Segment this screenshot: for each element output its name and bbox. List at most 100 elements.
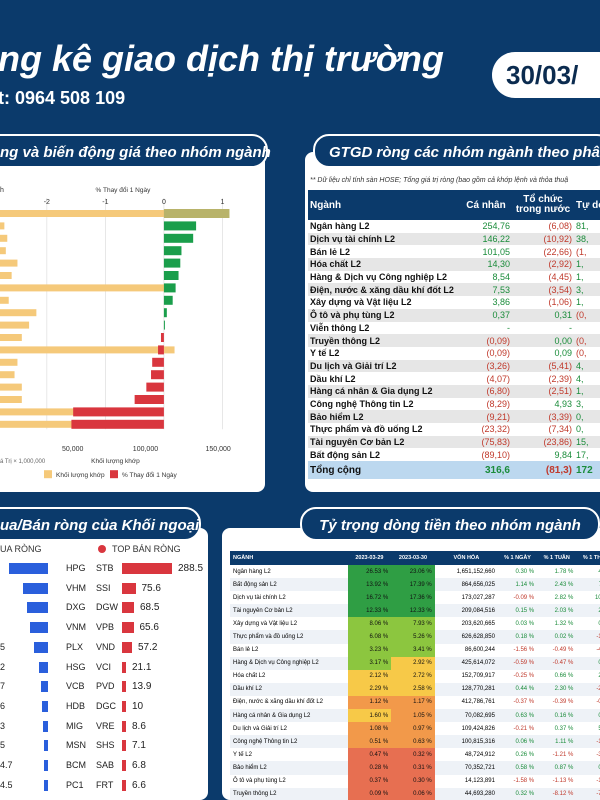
weight-sector-name: Tài nguyên Cơ bản L2 xyxy=(233,607,293,614)
weight-value: -8.12 % xyxy=(552,791,574,798)
flow-row: Bất động sản L2 (89,10) 9,84 17, xyxy=(308,448,600,462)
flow-row: Y tế L2 (0,09) 0,09 (0, xyxy=(308,346,600,360)
buy-value: 3 xyxy=(0,720,6,731)
weight-col-d1: 2023-03-29 xyxy=(347,551,392,565)
flow-total-label: Tổng cộng xyxy=(310,464,362,476)
sell-bar xyxy=(122,720,126,732)
buy-value: 2 xyxy=(0,661,6,672)
flow-row: Hàng cá nhân & Gia dụng L2 (6,80) (2,51) 1, xyxy=(308,384,600,398)
pct-change-bar xyxy=(163,258,181,268)
weight-value: 0.66 % xyxy=(554,673,574,680)
flow-value: (2,39) xyxy=(548,373,572,384)
sector-weight-card: NGÀNH 2023-03-29 2023-03-30 VỐN HÓA % 1 … xyxy=(222,528,600,800)
flow-value: 17, xyxy=(576,449,589,460)
weight-value: 26.53 % xyxy=(347,565,392,579)
flow-col-sector: Ngành xyxy=(308,190,460,220)
weight-value: 0.37 % xyxy=(347,774,392,788)
net-flow-table: Ngành Cá nhân Tổ chức trong nước Tự doa … xyxy=(308,190,600,480)
weight-value: 0.32 % xyxy=(515,791,535,798)
weight-row: Thực phẩm và đồ uống L2 6.08 % 5.26 % 626,6… xyxy=(230,630,600,644)
sell-ticker: SHS xyxy=(96,740,115,751)
flow-sector-name: Dầu khí L2 xyxy=(310,373,356,384)
weight-value: 14,123,891 xyxy=(464,778,495,785)
flow-row: Bảo hiểm L2 (9,21) (3,39) 0, xyxy=(308,410,600,423)
sell-value: 8.6 xyxy=(132,720,146,732)
flow-value: 146,22 xyxy=(482,234,510,245)
weight-table-body: Ngân hàng L2 26.53 % 23.06 % 1,651,152,660 0… xyxy=(230,565,600,800)
sell-ticker: FRT xyxy=(96,779,114,790)
weight-col-d2: 2023-03-30 xyxy=(391,551,435,565)
pct-change-bar xyxy=(152,357,164,367)
buy-bar xyxy=(34,641,48,653)
weight-value: 2.72 % xyxy=(391,669,435,683)
flow-value: (10,92) xyxy=(543,234,572,245)
weight-value: 0.69 % xyxy=(576,657,600,670)
weight-value: 2.92 % xyxy=(391,656,435,670)
weight-value: 70,082,695 xyxy=(464,712,495,719)
buy-bar xyxy=(42,700,48,712)
weight-value: 0.44 % xyxy=(515,686,535,693)
weight-value: -0.37 % xyxy=(513,699,535,706)
chart-bottom-tick: 50,000 xyxy=(62,446,84,453)
sell-value: 75.6 xyxy=(141,582,161,594)
flow-value: (0, xyxy=(576,335,587,346)
flow-value: - xyxy=(507,322,510,333)
flow-value: 8,54 xyxy=(492,272,510,283)
sell-value: 21.1 xyxy=(132,661,152,673)
section-title-net-flow: GTGD ròng các nhóm ngành theo phân l xyxy=(313,134,600,168)
volume-bar xyxy=(0,321,30,329)
weight-value: -7.57 % xyxy=(596,791,600,798)
flow-value: 3,86 xyxy=(492,297,510,308)
flow-value: 1, xyxy=(576,259,584,270)
weight-sector-name: Công nghệ Thông tin L2 xyxy=(233,738,298,745)
weight-value: 13.92 % xyxy=(347,578,392,592)
weight-value: -0.55 % xyxy=(596,699,600,706)
flow-total-value: 172 xyxy=(576,464,593,476)
weight-value: 1.17 % xyxy=(391,695,435,710)
weight-col-1m: % 1 THÁNG xyxy=(576,551,600,565)
page-header: ng kê giao dịch thị trường t: 0964 508 1… xyxy=(0,0,600,118)
weight-value: 0.87 % xyxy=(554,764,574,771)
sell-value: 6.6 xyxy=(132,779,146,791)
flow-total-row: Tổng cộng 316,6 (81,3) 172 xyxy=(308,461,600,480)
weight-row: Dầu khí L2 2.29 % 2.58 % 128,770,281 0.44 % 2… xyxy=(230,682,600,696)
flow-value: 101,05 xyxy=(482,246,510,257)
weight-value: 12.33 % xyxy=(391,604,435,618)
flow-row: Hàng & Dịch vụ Công nghiệp L2 8,54 (4,45) 1… xyxy=(308,270,600,284)
flow-value: (1,06) xyxy=(548,297,572,308)
sell-ticker: STB xyxy=(96,563,114,573)
pct-change-bar xyxy=(151,370,164,380)
weight-value: 4.42 % xyxy=(576,565,600,578)
flow-value: 254,76 xyxy=(482,221,510,232)
pct-change-bar xyxy=(163,246,182,256)
weight-value: 0.97 % xyxy=(391,722,435,736)
weight-row: Bất động sản L2 13.92 % 17.39 % 864,656,025… xyxy=(230,578,600,592)
flow-value: (2,92) xyxy=(548,259,572,270)
weight-value: 1.08 % xyxy=(347,722,392,736)
flow-row: Viễn thông L2 - - xyxy=(308,321,600,335)
flow-value: 14,30 xyxy=(487,259,510,270)
pct-change-bar xyxy=(163,295,173,305)
weight-sector-name: Bán lẻ L2 xyxy=(233,647,259,654)
weight-value: 1.11 % xyxy=(555,738,574,745)
flow-value: (9,21) xyxy=(486,411,510,422)
buy-bar xyxy=(43,720,48,732)
volume-bar xyxy=(0,334,22,341)
weight-sector-name: Ngân hàng L2 xyxy=(233,568,271,575)
sell-ticker: VCI xyxy=(96,661,112,672)
flow-value: (1, xyxy=(576,246,587,257)
weight-value: 10.70 % xyxy=(594,594,600,601)
weight-row: Hàng & Dịch vụ Công nghiệp L2 3.17 % 2.92 … xyxy=(230,656,600,670)
weight-row: Ô tô và phụ tùng L2 0.37 % 0.30 % 14,123,89… xyxy=(230,774,600,788)
buy-bar xyxy=(8,563,48,574)
flow-value: 4, xyxy=(576,373,584,384)
volume-bar xyxy=(0,383,22,391)
flow-sector-name: Bán lẻ L2 xyxy=(310,246,351,257)
weight-value: 0.02 % xyxy=(554,634,574,641)
flow-value: 3, xyxy=(576,284,584,295)
weight-value: 48,724,912 xyxy=(464,751,495,758)
weight-value: 2.24 % xyxy=(576,670,600,683)
flow-value: 0, xyxy=(576,411,584,422)
weight-row: Dịch vụ tài chính L2 16.72 % 17.36 % 173,02… xyxy=(230,591,600,605)
flow-row: Dầu khí L2 (4,07) (2,39) 4, xyxy=(308,372,600,385)
